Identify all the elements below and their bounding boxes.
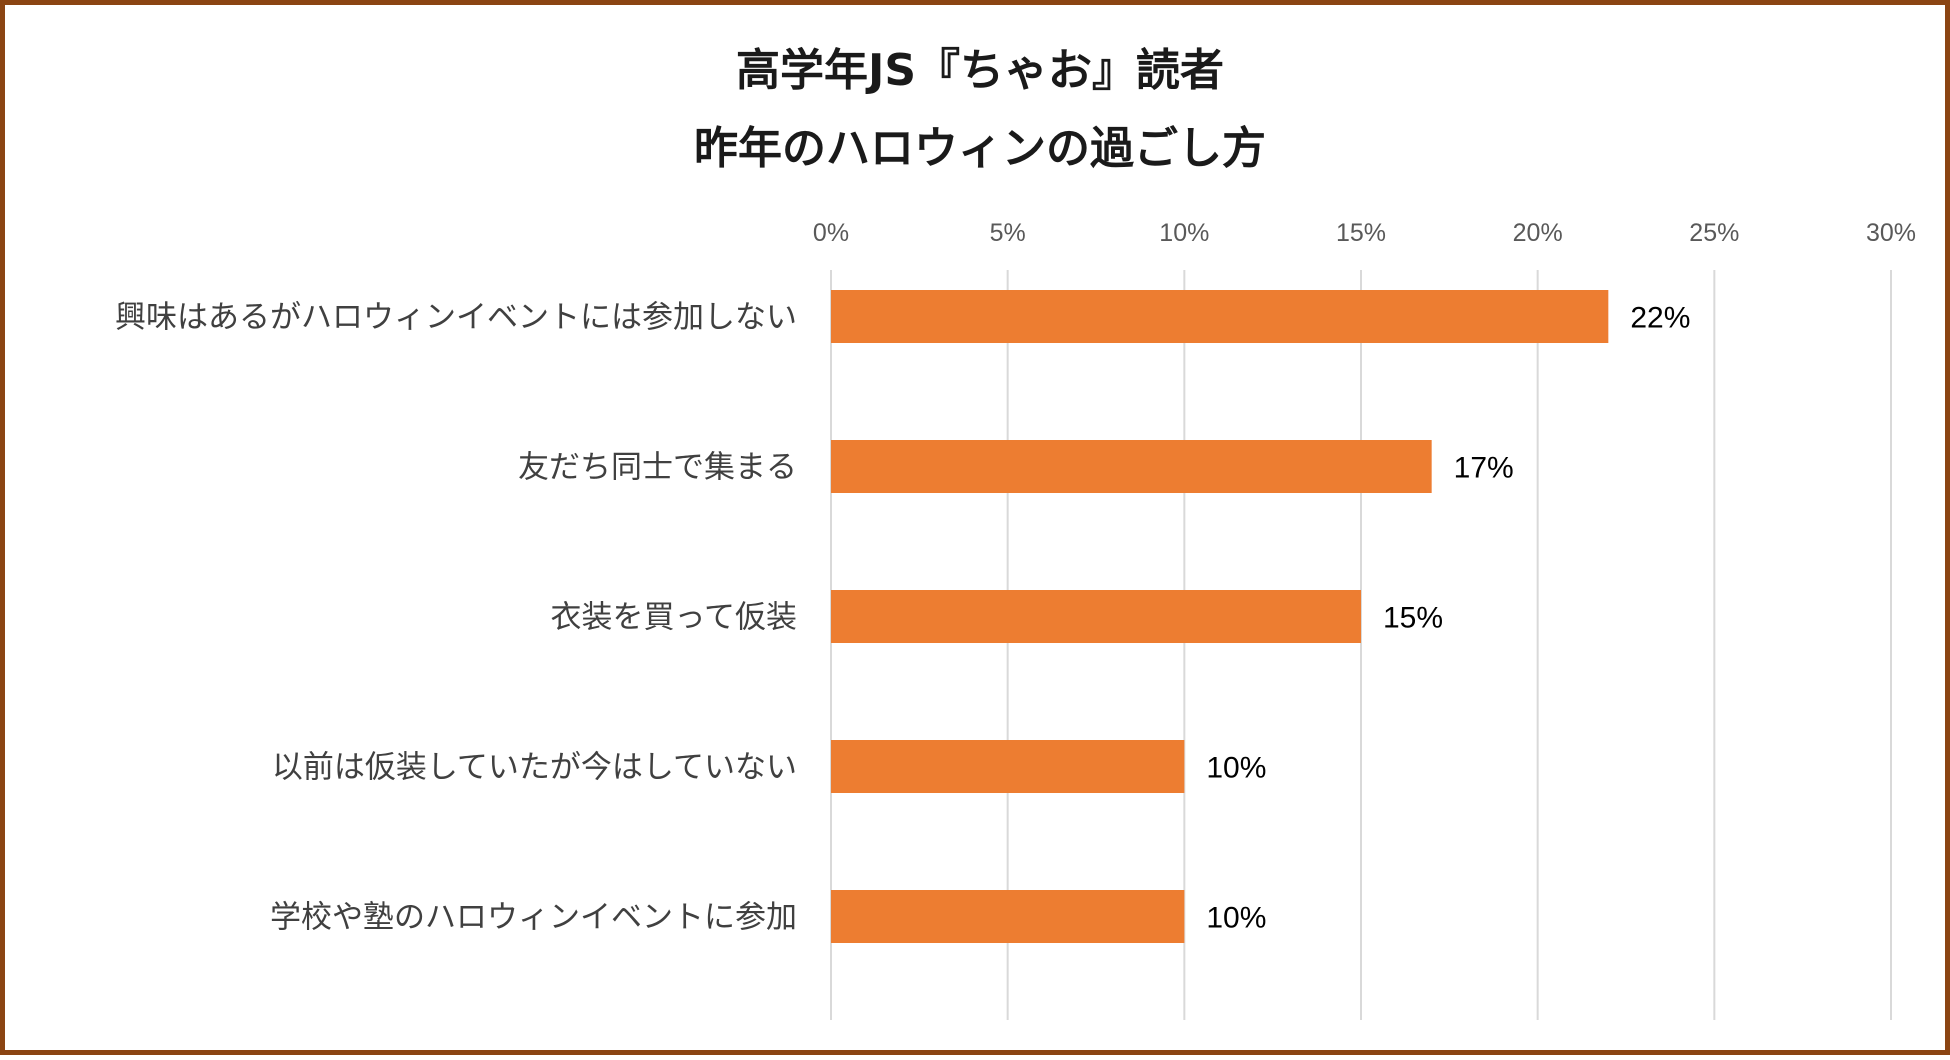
chart-title: 高学年JS『ちゃお』読者 昨年のハロウィンの過ごし方 bbox=[694, 45, 1266, 174]
bar-chart: 高学年JS『ちゃお』読者 昨年のハロウィンの過ごし方 0% 5% 10% 15% 20%… bbox=[115, 45, 1916, 1020]
category-label-4: 学校や塾のハロウィンイベントに参加 bbox=[270, 900, 797, 936]
chart-title-line-2: 昨年のハロウィンの過ごし方 bbox=[694, 123, 1266, 174]
data-label-2: 15% bbox=[1383, 602, 1443, 635]
data-label-4: 10% bbox=[1206, 902, 1266, 935]
bars bbox=[831, 290, 1609, 943]
data-label-0: 22% bbox=[1630, 302, 1690, 335]
category-labels: 興味はあるがハロウィンイベントには参加しない友だち同士で集まる衣装を買って仮装以… bbox=[115, 300, 797, 936]
x-tick-label-2: 10% bbox=[1159, 219, 1209, 247]
bar-2 bbox=[831, 590, 1361, 643]
x-tick-label-5: 25% bbox=[1689, 219, 1739, 247]
bar-0 bbox=[831, 290, 1609, 343]
data-label-3: 10% bbox=[1206, 752, 1266, 785]
bar-1 bbox=[831, 440, 1432, 493]
x-tick-label-3: 15% bbox=[1336, 219, 1386, 247]
category-label-3: 以前は仮装していたが今はしていない bbox=[272, 750, 797, 786]
x-axis-tick-labels: 0% 5% 10% 15% 20% 25% 30% bbox=[813, 219, 1916, 247]
data-label-1: 17% bbox=[1454, 452, 1514, 485]
gridlines bbox=[830, 270, 1892, 1020]
x-tick-label-4: 20% bbox=[1513, 219, 1563, 247]
bar-3 bbox=[831, 740, 1185, 793]
x-tick-label-0: 0% bbox=[813, 219, 849, 247]
chart-title-line-1: 高学年JS『ちゃお』読者 bbox=[736, 45, 1224, 96]
x-tick-label-1: 5% bbox=[990, 219, 1026, 247]
x-tick-label-6: 30% bbox=[1866, 219, 1916, 247]
bar-4 bbox=[831, 890, 1185, 943]
category-label-0: 興味はあるがハロウィンイベントには参加しない bbox=[115, 300, 797, 336]
data-labels: 22% 17% 15% 10% 10% bbox=[1206, 302, 1690, 935]
category-label-1: 友だち同士で集まる bbox=[518, 450, 797, 486]
category-label-2: 衣装を買って仮装 bbox=[551, 600, 797, 636]
